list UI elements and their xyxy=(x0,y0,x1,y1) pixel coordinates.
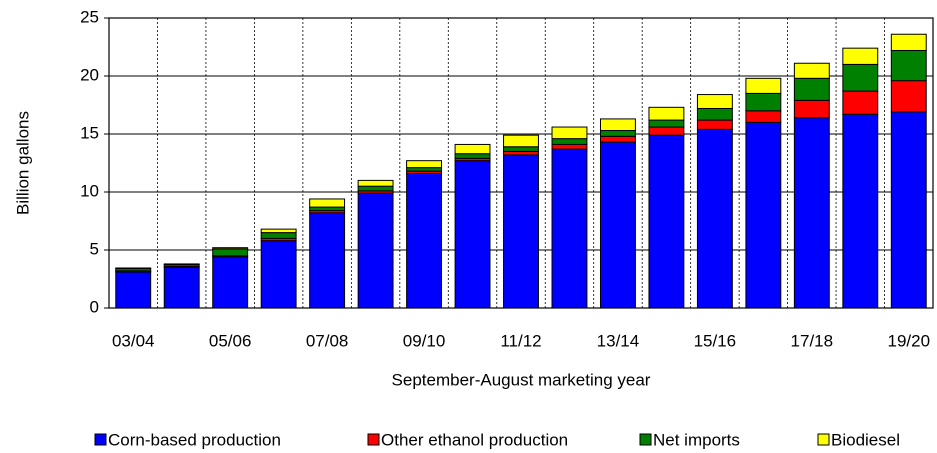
bar-segment xyxy=(212,247,249,250)
bar-segment xyxy=(745,121,782,309)
plot-frame xyxy=(108,17,934,309)
bar-segment xyxy=(696,107,733,121)
bar-segment xyxy=(115,271,152,309)
bar-segment xyxy=(890,33,927,51)
bar-segment xyxy=(696,119,733,130)
bar-segment xyxy=(115,267,152,270)
x-tick-label: 03/04 xyxy=(112,331,155,350)
bar-segment xyxy=(842,63,879,92)
legend-swatch xyxy=(94,433,107,446)
bar-segment xyxy=(309,212,346,309)
bar-segment xyxy=(163,263,200,266)
bar-segment xyxy=(648,126,685,136)
bar-segment xyxy=(163,266,200,309)
bar-segment xyxy=(599,135,636,143)
legend-label: Other ethanol production xyxy=(381,430,568,449)
bar-segment xyxy=(406,172,443,309)
bar-segment xyxy=(648,106,685,121)
x-tick-label: 19/20 xyxy=(887,331,930,350)
bar-segment xyxy=(599,130,636,137)
bar-segment xyxy=(890,80,927,113)
bar-segment xyxy=(503,134,539,148)
bar-segment xyxy=(551,126,588,140)
bar-segment xyxy=(551,138,588,145)
bar-segment xyxy=(406,160,443,169)
bar-segment xyxy=(745,92,782,112)
bar-segment xyxy=(454,153,491,159)
bar-segment xyxy=(551,143,588,150)
y-tick-label: 25 xyxy=(80,7,99,26)
bar-segment xyxy=(842,47,879,65)
x-axis-title: September-August marketing year xyxy=(392,370,651,389)
legend-swatch xyxy=(367,433,380,446)
bar-segment xyxy=(793,77,830,101)
bar-segment xyxy=(745,110,782,123)
bar-segment xyxy=(599,118,636,132)
bar-segment xyxy=(648,119,685,128)
y-tick-label: 5 xyxy=(90,239,99,258)
bar-segment xyxy=(309,198,346,208)
bar-segment xyxy=(260,228,297,234)
bar-segment xyxy=(890,111,927,309)
bar-segment xyxy=(454,143,491,155)
bar-segment xyxy=(793,62,830,79)
legend-swatch xyxy=(817,433,830,446)
bar-segment xyxy=(503,150,539,156)
bar-segment xyxy=(406,167,443,172)
legend-label: Biodiesel xyxy=(831,430,900,449)
bar-segment xyxy=(260,232,297,239)
bar-segment xyxy=(260,240,297,309)
bar-segment xyxy=(357,185,394,192)
bar-segment xyxy=(454,160,491,309)
bar-segment xyxy=(842,113,879,309)
bar-segment xyxy=(745,77,782,94)
x-tick-label: 07/08 xyxy=(306,331,349,350)
bar-segment xyxy=(309,206,346,212)
y-tick-label: 10 xyxy=(80,181,99,200)
legend-swatch xyxy=(639,433,652,446)
x-tick-label: 15/16 xyxy=(694,331,737,350)
y-tick-label: 20 xyxy=(80,65,99,84)
bar-segment xyxy=(212,248,249,257)
bar-segment xyxy=(648,134,685,309)
y-tick-label: 0 xyxy=(90,297,99,316)
bar-segment xyxy=(551,148,588,309)
x-tick-label: 11/12 xyxy=(500,331,541,350)
x-tick-label: 05/06 xyxy=(209,331,252,350)
bar-segment xyxy=(357,179,394,187)
bar-segment xyxy=(890,49,927,82)
x-tick-label: 09/10 xyxy=(403,331,446,350)
bar-segment xyxy=(503,146,539,152)
bar-segment xyxy=(696,128,733,309)
legend-label: Net imports xyxy=(653,430,740,449)
bar-segment xyxy=(599,141,636,309)
x-tick-label: 13/14 xyxy=(597,331,640,350)
bar-segment xyxy=(793,99,830,119)
bar-segment xyxy=(696,94,733,109)
y-axis-title: Billion gallons xyxy=(13,111,32,215)
bar-segment xyxy=(212,256,249,309)
bar-segment xyxy=(842,90,879,115)
bar-segment xyxy=(503,154,539,309)
legend-label: Corn-based production xyxy=(108,430,281,449)
x-tick-label: 17/18 xyxy=(791,331,834,350)
bar-segment xyxy=(793,117,830,309)
y-tick-label: 15 xyxy=(80,123,99,142)
bar-segment xyxy=(357,192,394,309)
